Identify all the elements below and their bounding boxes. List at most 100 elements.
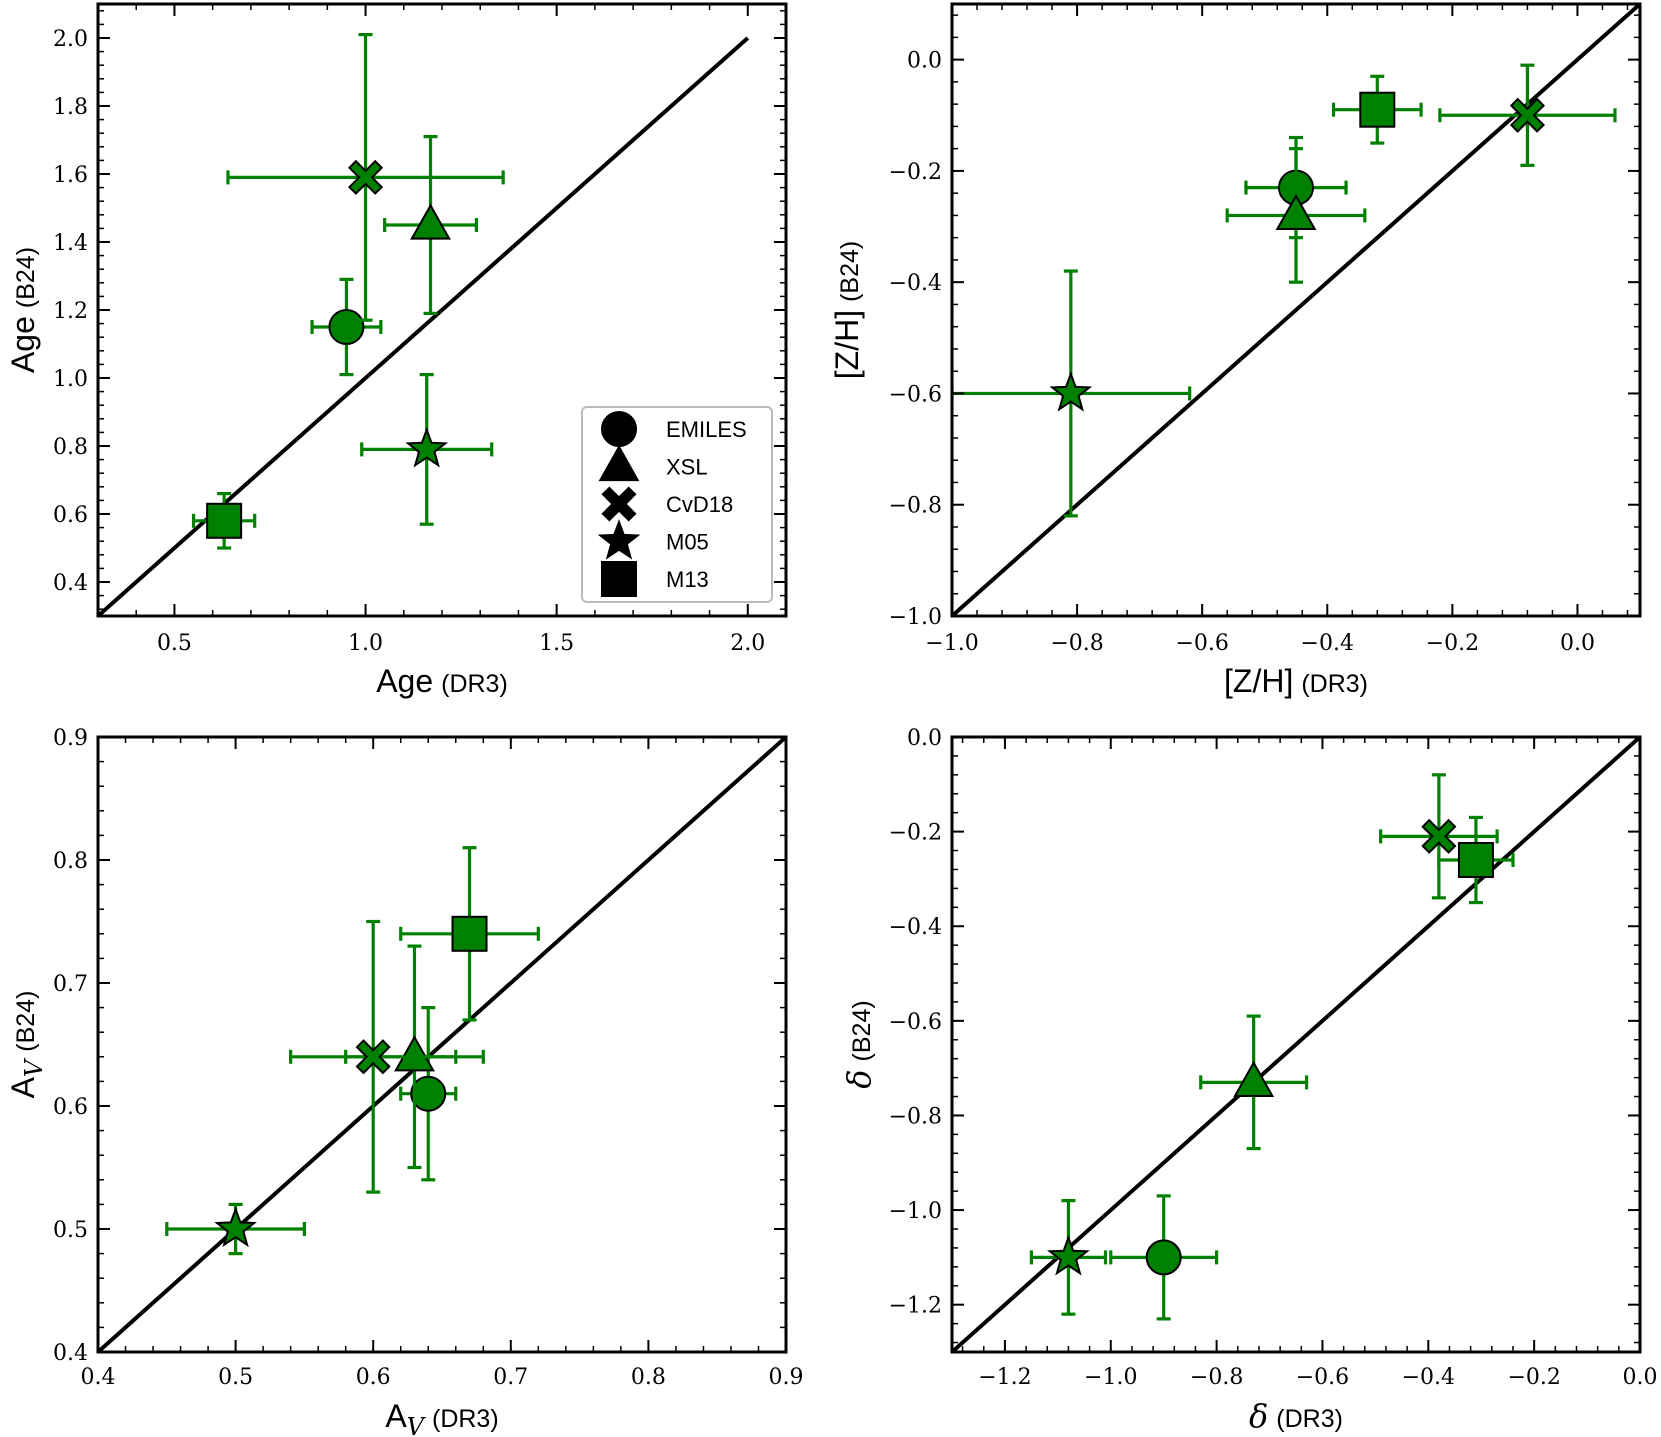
- x-axis-label-av-sub: (DR3): [432, 1405, 499, 1433]
- x-tick-label: 1.0: [348, 631, 383, 656]
- point-m13: [399, 846, 540, 1022]
- circle-marker: [1145, 1239, 1182, 1276]
- y-tick-label: 0.0: [907, 726, 942, 751]
- x-tick-label: 0.9: [769, 1365, 804, 1390]
- ticks-delta: [952, 736, 1641, 1352]
- y-tick-label: 0.8: [53, 849, 88, 874]
- legend-label: EMILES: [666, 417, 747, 442]
- legend-circle-marker: [601, 411, 637, 447]
- y-tick-label: −0.2: [889, 160, 942, 185]
- y-tick-label: −0.8: [889, 1104, 942, 1129]
- legend-entry: CvD18: [601, 486, 733, 522]
- x-tick-label: −1.0: [925, 631, 978, 656]
- y-axis-label-av-sub: (B24): [12, 991, 40, 1052]
- x-axis-label-delta-math: δ: [1249, 1397, 1268, 1435]
- legend-entry: XSL: [598, 444, 708, 482]
- x-tick-label: 2.0: [730, 631, 765, 656]
- y-tick-label: 1.0: [53, 367, 88, 392]
- x-tick-label: −0.8: [1190, 1365, 1243, 1390]
- y-axis-label-av-math: V: [20, 1057, 48, 1077]
- point-xsl: [1199, 1014, 1309, 1151]
- point-m05: [1029, 1199, 1108, 1316]
- plot-area-age: [98, 32, 750, 616]
- square-marker: [206, 502, 243, 539]
- legend-entry: M05: [597, 519, 709, 560]
- panel-zh: −1.0 −0.8 −0.6 −0.4 −0.2 0.0 −1.0 −0.8 −0.6 −0.4 −…: [829, 2, 1642, 699]
- y-tick-label: 0.4: [53, 1341, 88, 1366]
- y-tick-label: −1.2: [889, 1294, 942, 1319]
- axes-frame: [950, 735, 1642, 1354]
- plot-area-delta: [952, 737, 1640, 1352]
- x-tick-label: 0.5: [218, 1365, 253, 1390]
- y-axis-label-age: Age (B24): [5, 247, 41, 373]
- x-tick-label: −1.0: [1084, 1365, 1137, 1390]
- x-axis-label-av: AV (DR3): [385, 1398, 498, 1437]
- star-marker: [1049, 371, 1093, 412]
- legend-label: XSL: [666, 455, 708, 480]
- point-cvd18: [226, 32, 505, 322]
- point-xsl: [1225, 147, 1367, 284]
- y-tick-label: 0.0: [907, 49, 942, 74]
- y-axis-label-zh: [Z/H] (B24): [829, 241, 865, 379]
- cross-marker: [347, 159, 384, 195]
- x-tick-label: 0.6: [356, 1365, 391, 1390]
- legend-label: M05: [666, 530, 709, 555]
- point-xsl: [383, 135, 478, 315]
- y-tick-label: 0.6: [53, 1095, 88, 1120]
- point-emiles: [399, 1005, 458, 1182]
- x-tick-label: −0.4: [1402, 1365, 1455, 1390]
- x-tick-label: −0.2: [1507, 1365, 1560, 1390]
- x-tick-label: −0.6: [1175, 631, 1228, 656]
- one-to-one-line: [952, 737, 1640, 1352]
- x-axis-label-av-main: A: [385, 1398, 407, 1434]
- y-tick-label: 0.6: [53, 503, 88, 528]
- point-m05: [952, 269, 1192, 518]
- y-axis-label-age-sub: (B24): [12, 247, 40, 308]
- x-axis-label-age: Age (DR3): [376, 663, 508, 699]
- x-axis-label-zh-sub: (DR3): [1301, 670, 1368, 698]
- x-tick-label: −1.2: [978, 1365, 1031, 1390]
- square-marker: [1457, 842, 1494, 878]
- point-m13: [1437, 815, 1515, 905]
- point-m13: [1331, 74, 1423, 145]
- legend-entry: M13: [601, 561, 709, 597]
- y-tick-label: −0.2: [889, 821, 942, 846]
- x-tick-label: 1.5: [539, 631, 574, 656]
- x-tick-label: 0.5: [157, 631, 192, 656]
- legend-label: M13: [666, 567, 709, 592]
- legend-cross-marker: [601, 486, 637, 522]
- x-axis-label-zh: [Z/H] (DR3): [1224, 663, 1368, 699]
- x-axis-label-av-math: V: [407, 1413, 427, 1437]
- square-marker: [451, 915, 488, 952]
- plot-area-zh: [952, 4, 1640, 616]
- y-tick-label: −0.8: [889, 494, 942, 519]
- y-tick-label: 1.2: [53, 299, 88, 324]
- y-axis-label-zh-sub: (B24): [836, 241, 864, 302]
- star-marker: [214, 1206, 257, 1248]
- y-tick-label: −0.6: [889, 1010, 942, 1035]
- one-to-one-line: [952, 4, 1640, 616]
- cross-marker: [1509, 97, 1546, 133]
- x-tick-label: 0.0: [1560, 631, 1595, 656]
- point-m05: [165, 1202, 306, 1256]
- y-tick-label: 1.8: [53, 95, 88, 120]
- y-tick-label: 0.7: [53, 972, 88, 997]
- legend-square-marker: [601, 561, 637, 597]
- y-tick-label: −1.0: [889, 605, 942, 630]
- panel-av: 0.4 0.5 0.6 0.7 0.8 0.90.40.50.60.70.80.9AV (D…: [5, 726, 804, 1437]
- point-cvd18: [1438, 63, 1617, 167]
- x-axis-label-age-sub: (DR3): [441, 670, 508, 698]
- legend-entry: EMILES: [601, 411, 747, 447]
- ticks-zh: [951, 4, 1640, 617]
- x-tick-label: −0.4: [1301, 631, 1354, 656]
- square-marker: [1359, 91, 1396, 128]
- x-axis-label-zh-main: [Z/H]: [1224, 663, 1293, 699]
- y-axis-label-zh-main: [Z/H]: [829, 310, 865, 379]
- legend: EMILES XSL CvD18 M05 M13: [581, 406, 773, 603]
- cross-marker: [355, 1039, 391, 1075]
- legend-star-marker: [597, 519, 641, 560]
- one-to-one-line: [98, 737, 786, 1352]
- y-tick-label: 0.8: [53, 435, 88, 460]
- x-tick-label: −0.8: [1050, 631, 1103, 656]
